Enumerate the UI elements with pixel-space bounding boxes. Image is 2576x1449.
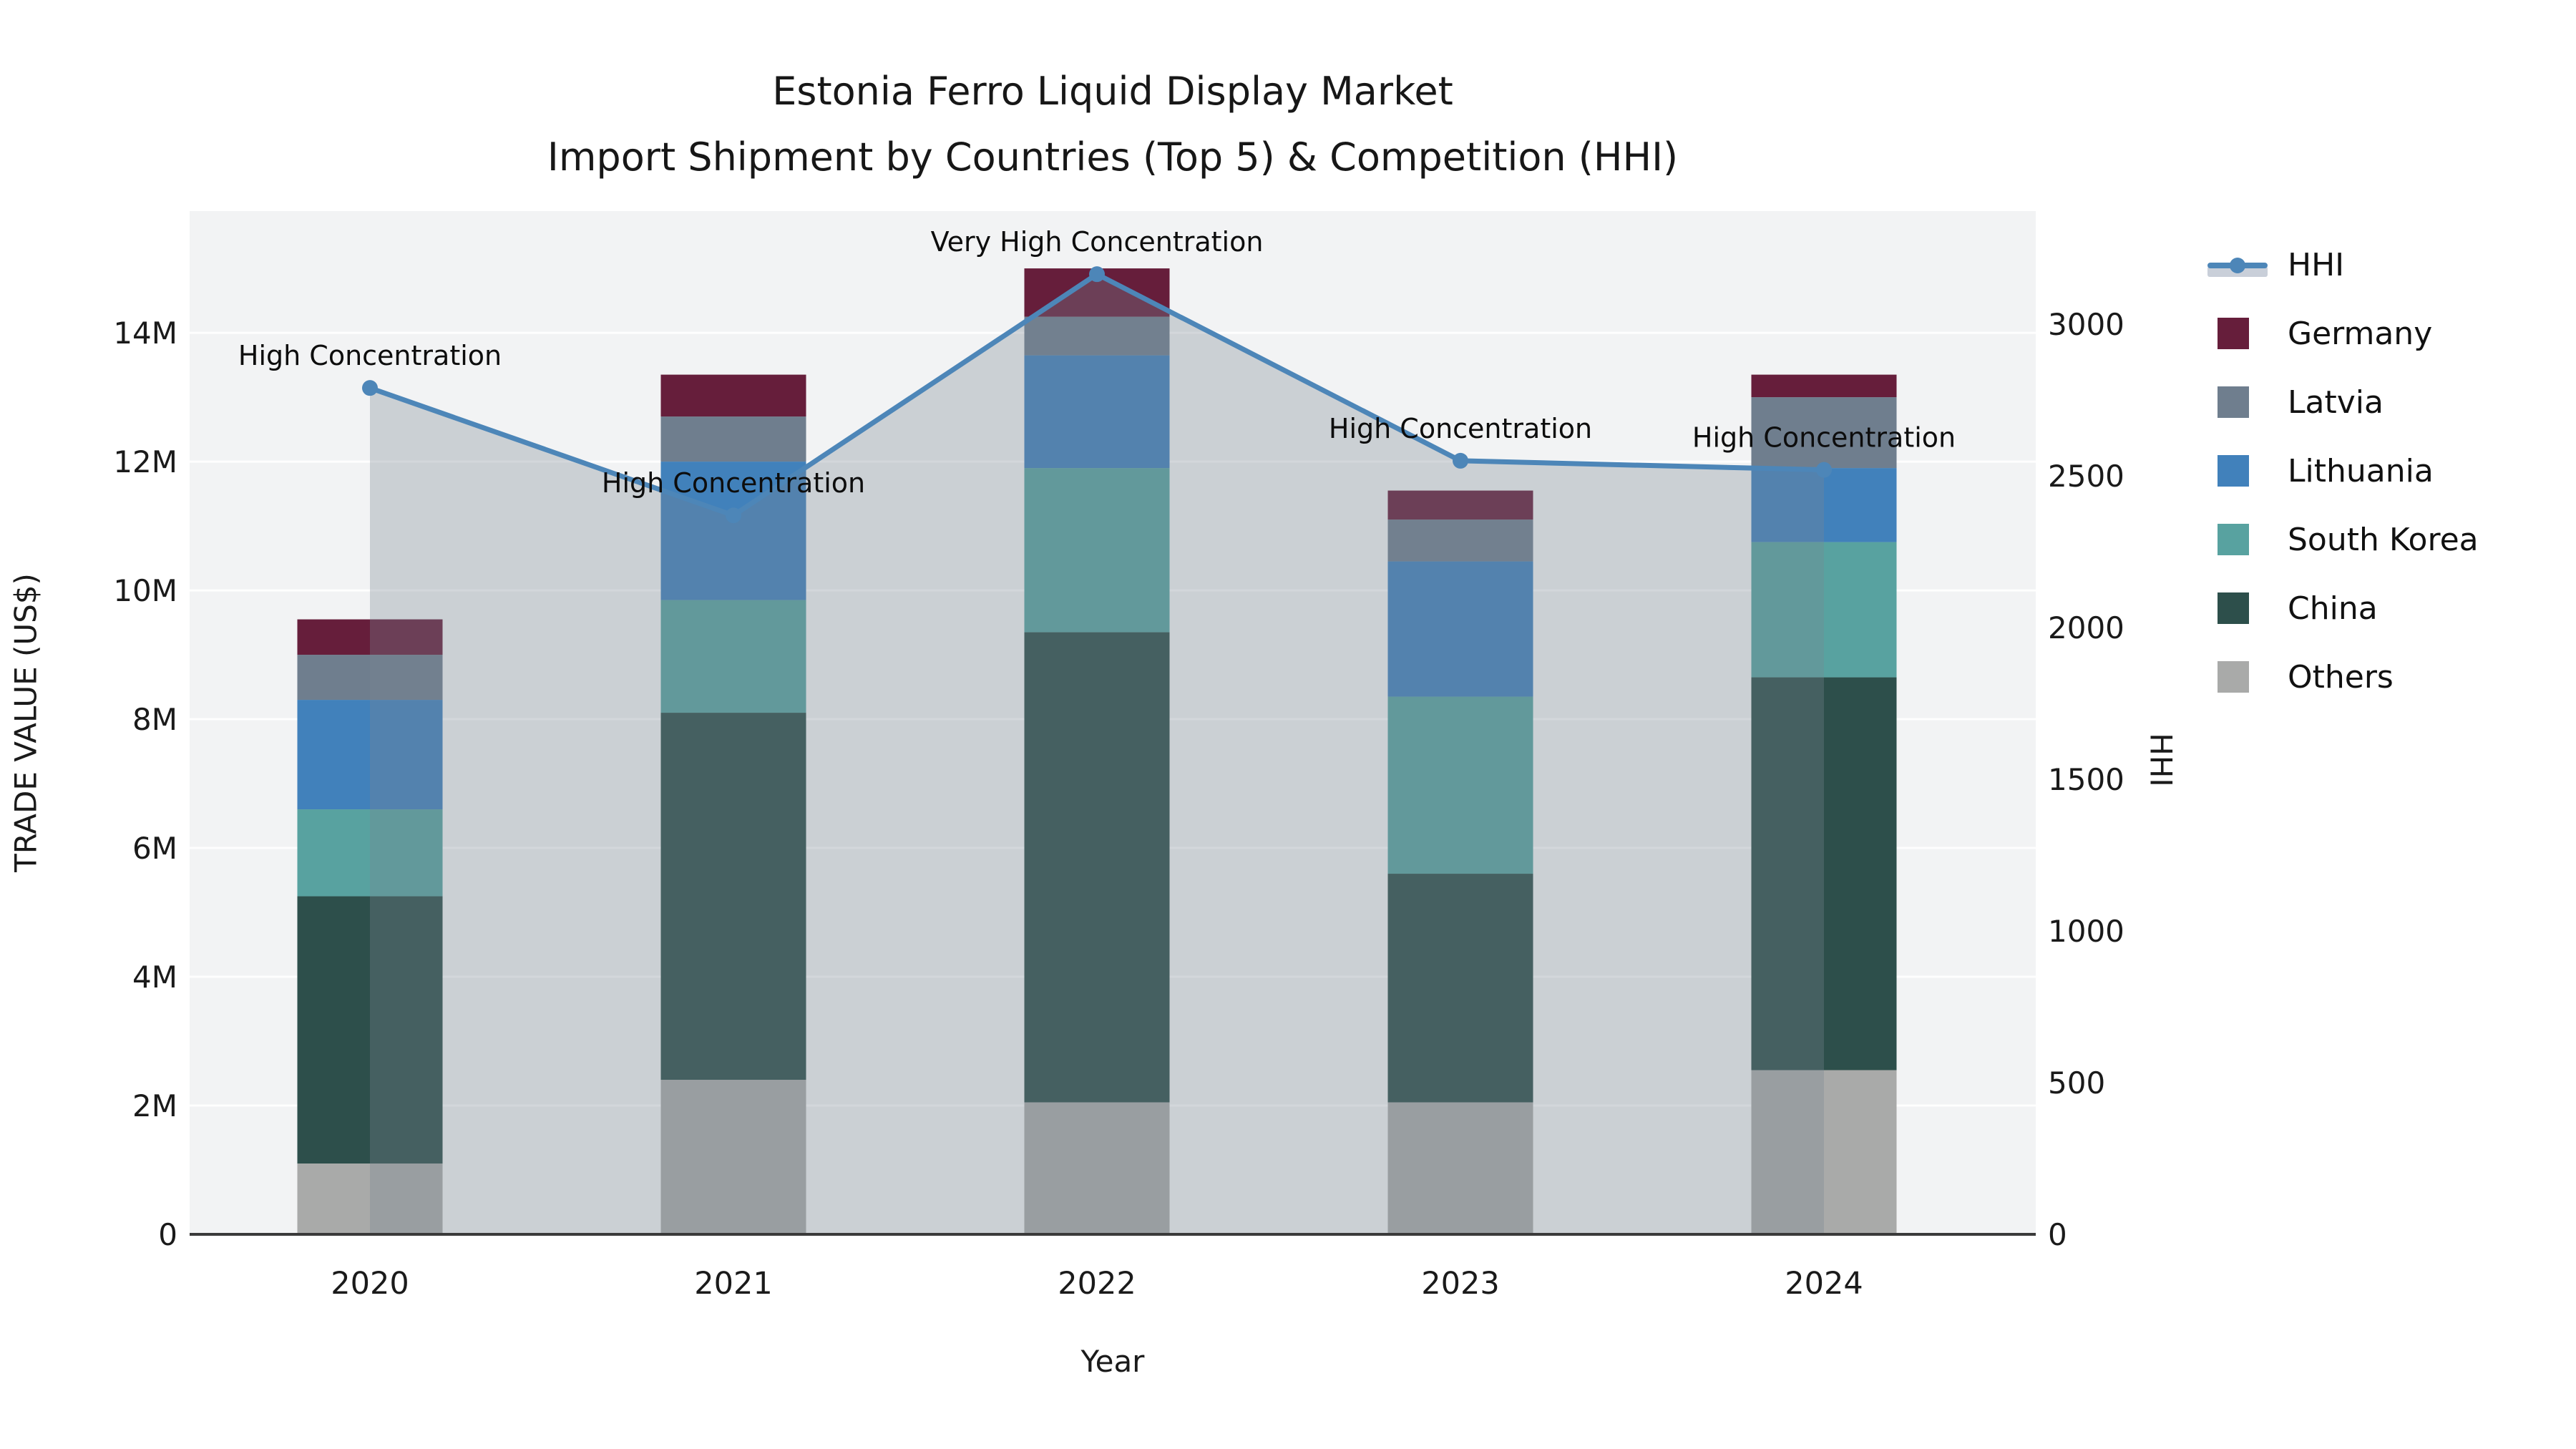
y-right-tick: 2000 [2048,610,2124,645]
legend: HHI Germany Latvia Lithuania South Korea Chin… [2207,230,2479,711]
y-left-tick: 0 [158,1217,177,1252]
x-tick-2022: 2022 [1058,1266,1136,1302]
y-right-tick: 500 [2048,1065,2105,1101]
legend-item-others: Others [2207,643,2479,711]
legend-item-germany: Germany [2207,299,2479,368]
y-left-tick: 14M [113,316,177,351]
legend-label: Others [2288,658,2394,696]
bar-segment-2020-others [297,1163,443,1234]
bar-segment-2024-latvia [1751,397,1897,469]
bar-segment-2024-china [1751,677,1897,1070]
bar-segment-2023-latvia [1387,519,1533,562]
bar-segment-2024-south-korea [1751,542,1897,678]
bar-segment-2020-china [297,896,443,1164]
bar-segment-2021-china [660,713,806,1080]
legend-label: South Korea [2288,521,2479,558]
bar-segment-2023-others [1387,1102,1533,1234]
chart-title-line2: Import Shipment by Countries (Top 5) & C… [547,135,1679,180]
chart-title-line1: Estonia Ferro Liquid Display Market [772,69,1453,114]
bar-segment-2023-china [1387,874,1533,1103]
y-left-tick: 12M [113,444,177,479]
x-tick-2024: 2024 [1785,1266,1863,1302]
y-left-tick: 2M [132,1088,177,1123]
x-tick-2021: 2021 [694,1266,772,1302]
legend-swatch-icon [2207,524,2268,555]
y-axis-title-left: TRADE VALUE (US$) [8,573,44,872]
bar-segment-2024-lithuania [1751,468,1897,542]
annotation-2021: High Concentration [602,467,865,499]
legend-swatch-icon [2207,318,2268,349]
legend-item-lithuania: Lithuania [2207,436,2479,505]
y-right-tick: 3000 [2048,307,2124,342]
y-right-tick: 1000 [2048,914,2124,949]
legend-swatch-icon [2207,661,2268,693]
legend-swatch-icon [2207,386,2268,418]
bar-segment-2022-others [1024,1102,1170,1234]
legend-swatch-icon [2207,592,2268,624]
hhi-marker-2021 [726,507,741,524]
legend-label: HHI [2288,246,2345,283]
y-right-tick: 0 [2048,1217,2067,1252]
x-axis-title: Year [1080,1344,1145,1379]
legend-item-china: China [2207,574,2479,643]
y-left-tick: 8M [132,702,177,737]
y-right-tick: 1500 [2048,762,2124,797]
bar-segment-2021-germany [660,374,806,417]
legend-label: China [2288,590,2378,627]
bar-segment-2020-south-korea [297,809,443,897]
y-left-tick: 4M [132,960,177,995]
annotation-2020: High Concentration [238,340,502,371]
legend-label: Germany [2288,315,2433,352]
legend-item-latvia: Latvia [2207,368,2479,436]
bar-segment-2020-latvia [297,655,443,701]
x-tick-2020: 2020 [331,1266,409,1302]
y-left-tick: 6M [132,831,177,866]
x-tick-2023: 2023 [1421,1266,1499,1302]
annotation-2023: High Concentration [1329,413,1592,444]
y-left-tick: 10M [113,573,177,608]
bar-segment-2024-others [1751,1070,1897,1234]
hhi-marker-2024 [1816,462,1832,478]
legend-item-south-korea: South Korea [2207,505,2479,574]
bar-segment-2024-germany [1751,374,1897,398]
legend-item-hhi: HHI [2207,230,2479,299]
legend-label: Latvia [2288,384,2384,421]
bar-segment-2021-latvia [660,416,806,462]
hhi-line-icon [2207,249,2268,280]
legend-swatch-icon [2207,455,2268,487]
bar-segment-2021-others [660,1080,806,1234]
bar-segment-2023-germany [1387,490,1533,520]
hhi-marker-2022 [1089,266,1105,283]
annotation-2022: Very High Concentration [931,226,1264,258]
bar-segment-2022-latvia [1024,316,1170,356]
hhi-area-fill [370,274,1824,1234]
y-axis-title-right: HHI [2143,733,2179,787]
bar-segment-2023-south-korea [1387,696,1533,874]
bar-segment-2023-lithuania [1387,561,1533,697]
bar-segment-2022-china [1024,632,1170,1103]
hhi-marker-2023 [1453,452,1468,469]
y-right-tick: 2500 [2048,459,2124,494]
annotation-2024: High Concentration [1692,422,1956,454]
hhi-marker-2020 [362,380,378,396]
bar-segment-2020-germany [297,619,443,655]
bar-segment-2020-lithuania [297,700,443,810]
legend-label: Lithuania [2288,452,2434,489]
bar-segment-2022-lithuania [1024,355,1170,469]
bar-segment-2021-south-korea [660,600,806,713]
bar-segment-2022-south-korea [1024,468,1170,633]
